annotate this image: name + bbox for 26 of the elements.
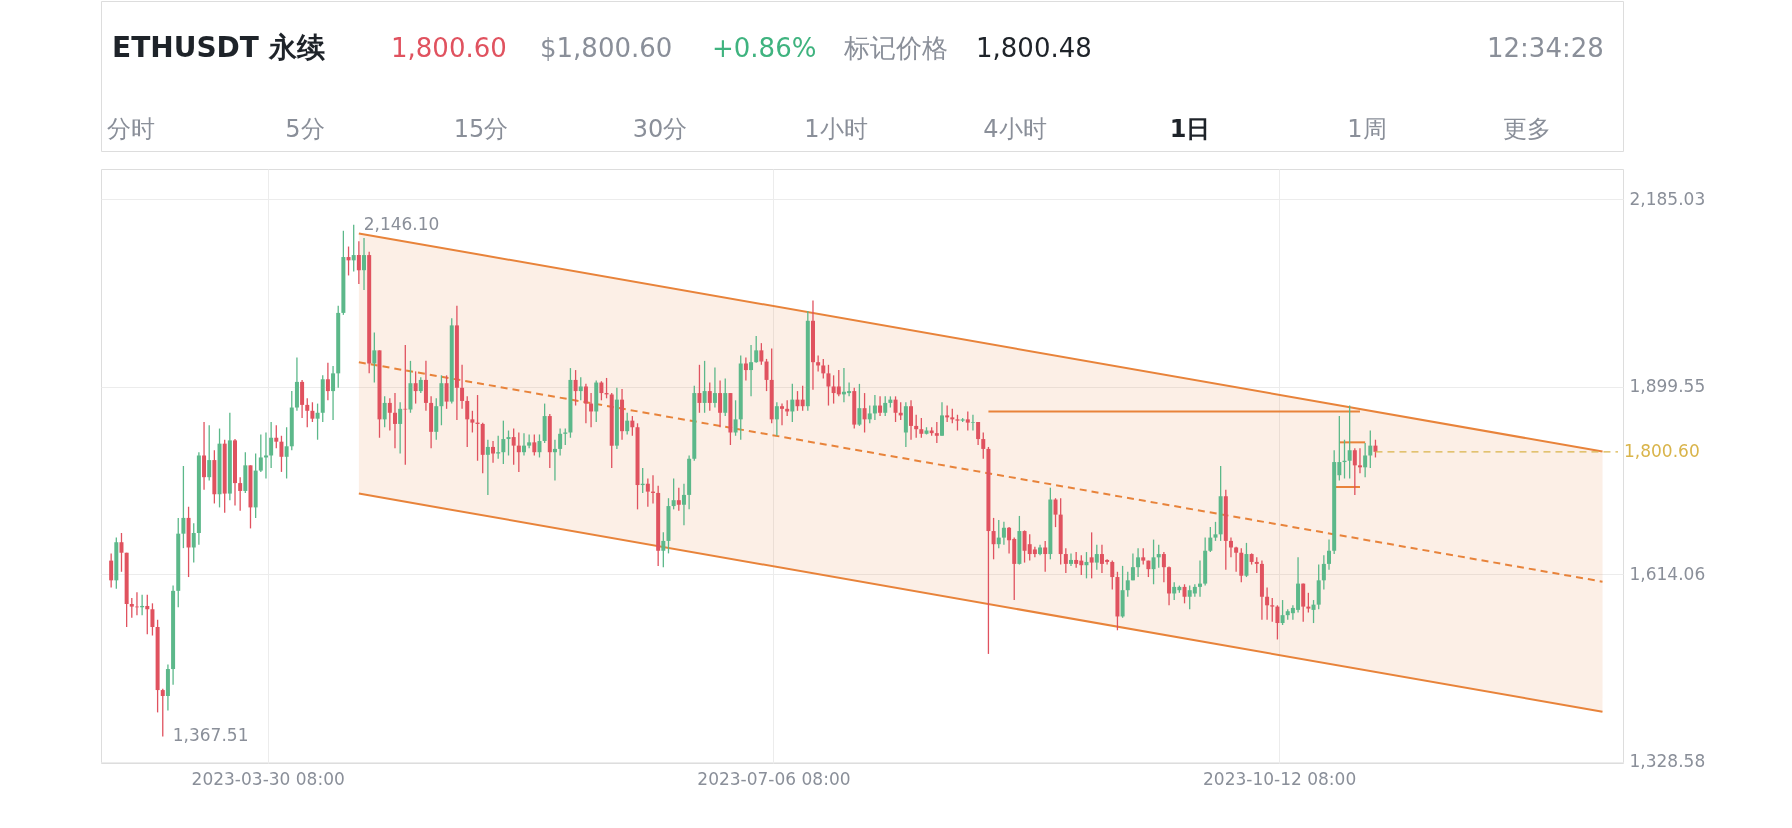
y-tick-label: 1,899.55 bbox=[1629, 376, 1706, 397]
y-tick-label: 1,614.06 bbox=[1629, 563, 1706, 584]
text: 1周 bbox=[1347, 115, 1387, 143]
x-tick-label: 2023-10-12 08:00 bbox=[1203, 768, 1357, 789]
text: $1,800.60 bbox=[540, 33, 673, 63]
annotation: 2,146.10 bbox=[363, 213, 440, 234]
text: +0.86% bbox=[712, 33, 817, 63]
text: 15分 bbox=[453, 115, 509, 143]
text: 更多 bbox=[1503, 115, 1551, 143]
text: 标记价格 bbox=[843, 33, 948, 63]
text: 1日 bbox=[1169, 115, 1211, 143]
x-tick-label: 2023-03-30 08:00 bbox=[191, 768, 345, 789]
ref-line-label: 1,800.60 bbox=[1624, 440, 1700, 461]
text: 30分 bbox=[632, 115, 688, 143]
chart-title: ETHUSDT 永续 bbox=[112, 31, 325, 64]
text: 12:34:28 bbox=[1487, 33, 1604, 63]
text: 1,800.48 bbox=[976, 33, 1092, 63]
text: 分时 bbox=[107, 115, 155, 143]
text: 4小时 bbox=[983, 115, 1047, 143]
y-tick-label: 1,328.58 bbox=[1629, 751, 1706, 772]
text: 5分 bbox=[285, 115, 325, 143]
text: 1小时 bbox=[804, 115, 868, 143]
x-tick-label: 2023-07-06 08:00 bbox=[697, 768, 851, 789]
y-tick-label: 2,185.03 bbox=[1629, 188, 1706, 209]
text: 1,800.60 bbox=[391, 33, 507, 63]
annotation: 1,367.51 bbox=[172, 725, 249, 746]
